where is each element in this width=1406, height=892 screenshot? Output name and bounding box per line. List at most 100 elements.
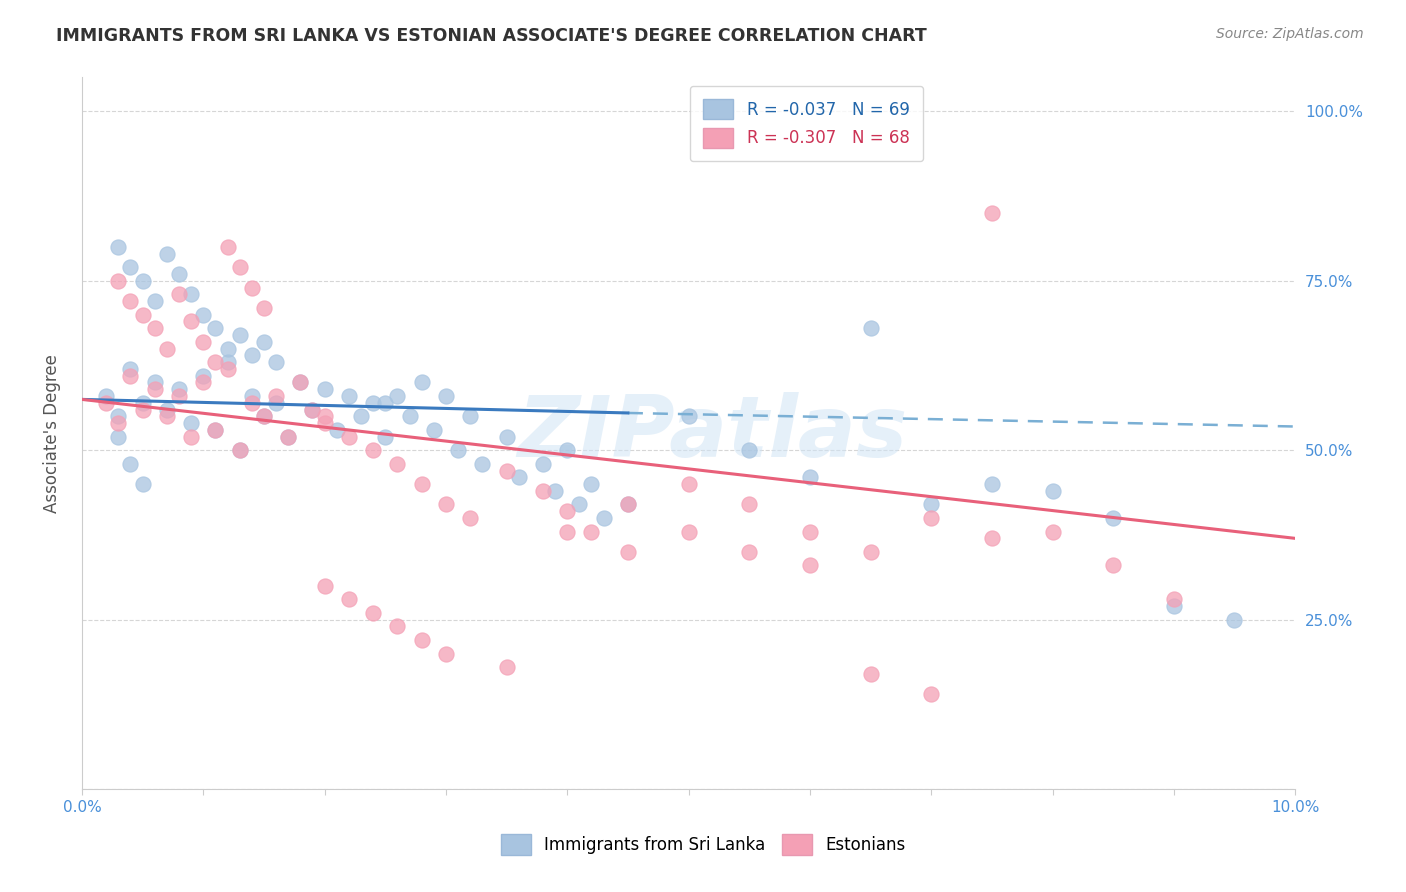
Point [471,457,494,471]
Point [387,619,409,633]
Point [314,579,336,593]
Point [228,443,250,458]
Point [581,477,603,491]
Point [799,470,821,484]
Point [143,376,166,390]
Point [350,409,373,424]
Point [131,477,153,491]
Point [361,396,384,410]
Point [107,416,129,430]
Point [555,504,578,518]
Point [143,321,166,335]
Point [447,443,470,458]
Point [495,430,517,444]
Point [799,558,821,573]
Point [458,511,481,525]
Point [314,409,336,424]
Point [859,667,882,681]
Point [1102,558,1125,573]
Point [1042,524,1064,539]
Point [508,470,530,484]
Point [107,274,129,288]
Point [290,376,312,390]
Point [859,321,882,335]
Point [96,396,118,410]
Point [193,334,215,349]
Point [107,430,129,444]
Point [264,389,287,403]
Point [337,592,360,607]
Point [228,260,250,275]
Point [398,409,420,424]
Point [240,389,263,403]
Point [167,287,190,301]
Point [314,416,336,430]
Point [411,477,433,491]
Point [120,294,142,309]
Point [217,362,239,376]
Point [120,260,142,275]
Point [217,342,239,356]
Point [555,524,578,539]
Point [592,511,614,525]
Point [859,545,882,559]
Point [738,545,761,559]
Point [411,376,433,390]
Point [301,402,323,417]
Point [204,423,226,437]
Point [180,416,202,430]
Point [180,430,202,444]
Point [581,524,603,539]
Point [314,382,336,396]
Text: Source: ZipAtlas.com: Source: ZipAtlas.com [1216,27,1364,41]
Point [156,402,179,417]
Point [193,376,215,390]
Point [156,246,179,260]
Text: ZIPatlas: ZIPatlas [517,392,908,475]
Point [617,498,640,512]
Point [240,280,263,294]
Point [980,206,1002,220]
Point [920,498,942,512]
Point [423,423,446,437]
Point [143,294,166,309]
Point [495,464,517,478]
Point [920,511,942,525]
Point [434,647,457,661]
Point [1042,483,1064,498]
Point [678,524,700,539]
Point [131,308,153,322]
Point [131,402,153,417]
Point [1102,511,1125,525]
Point [568,498,591,512]
Point [120,457,142,471]
Point [337,389,360,403]
Point [544,483,567,498]
Point [217,355,239,369]
Point [678,477,700,491]
Point [193,308,215,322]
Point [738,443,761,458]
Point [167,389,190,403]
Point [193,368,215,383]
Legend: R = -0.037   N = 69, R = -0.307   N = 68: R = -0.037 N = 69, R = -0.307 N = 68 [690,86,922,161]
Point [1163,592,1185,607]
Point [228,443,250,458]
Point [325,423,347,437]
Point [434,389,457,403]
Point [337,430,360,444]
Point [387,389,409,403]
Point [361,443,384,458]
Point [277,430,299,444]
Legend: Immigrants from Sri Lanka, Estonians: Immigrants from Sri Lanka, Estonians [494,828,912,862]
Point [617,498,640,512]
Point [167,382,190,396]
Point [980,477,1002,491]
Point [120,362,142,376]
Point [253,409,276,424]
Point [204,355,226,369]
Point [96,389,118,403]
Point [738,498,761,512]
Point [167,267,190,281]
Text: IMMIGRANTS FROM SRI LANKA VS ESTONIAN ASSOCIATE'S DEGREE CORRELATION CHART: IMMIGRANTS FROM SRI LANKA VS ESTONIAN AS… [56,27,927,45]
